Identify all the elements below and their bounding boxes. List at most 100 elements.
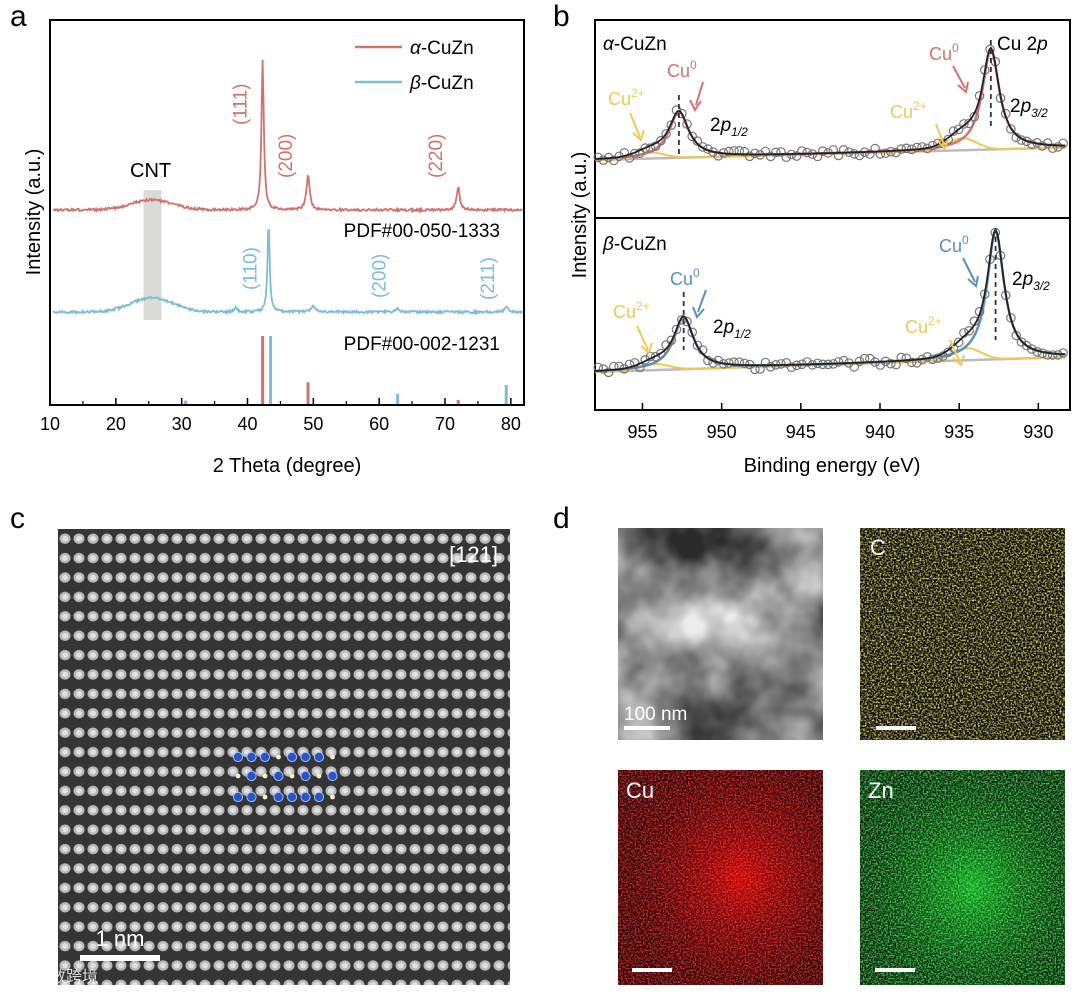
- beta-xrd-curve: [52, 228, 524, 316]
- cu-atom: [300, 770, 311, 782]
- alpha-p32-label: 2p3/2: [1010, 96, 1048, 120]
- beta-data-point: [614, 361, 624, 372]
- atom-model-overlay: [232, 751, 338, 803]
- watermark-logo-icon: [14, 968, 30, 984]
- panel-c: c [121] 1 nm: [10, 502, 510, 985]
- beta-pdf-label: PDF#00-002-1231: [344, 334, 500, 355]
- alpha-cu0-arrow-left: [695, 81, 704, 106]
- xrd-tick-label-70: 70: [435, 414, 455, 434]
- alpha-data-point: [682, 119, 692, 129]
- watermark-text: 大数跨境: [34, 967, 98, 986]
- alpha-data-point: [817, 146, 828, 156]
- zn-atom: [316, 773, 322, 779]
- alpha-data-point: [797, 146, 807, 156]
- beta-p32-label: 2p3/2: [1012, 269, 1050, 293]
- zn-atom: [262, 794, 268, 800]
- alpha-data-point: [598, 155, 609, 165]
- alpha-data-point: [661, 129, 671, 139]
- alpha-data-point: [943, 134, 953, 145]
- alpha-data-point: [635, 148, 645, 158]
- cu2p-label: Cu 2p: [997, 34, 1048, 55]
- alpha-data-point: [1042, 138, 1053, 148]
- alpha-data-point: [791, 151, 802, 161]
- beta-data-point: [739, 358, 750, 369]
- alpha-data-point: [723, 146, 734, 157]
- alpha-data-point: [964, 118, 974, 129]
- zn-atom: [330, 754, 335, 760]
- xps-alpha-subplot: [593, 40, 1068, 166]
- alpha-data-point: [656, 135, 666, 146]
- beta-data-point: [1021, 340, 1032, 351]
- alpha-data-point: [687, 131, 697, 142]
- xrd-tick-label-50: 50: [303, 414, 323, 434]
- map-cu-scalebar: [632, 968, 672, 972]
- beta-data-point: [603, 367, 614, 378]
- alpha-data-point: [959, 119, 969, 129]
- alpha-data-point: [692, 136, 703, 146]
- xps-tick-label-930: 930: [1023, 422, 1053, 442]
- cu-atom: [327, 770, 338, 782]
- cu-atom: [232, 751, 244, 763]
- map-cu-label: Cu: [626, 778, 654, 803]
- alpha-peak-label-0: (111): [231, 83, 252, 125]
- alpha-data-point: [880, 148, 891, 158]
- beta-cu0-arrow-left: [697, 289, 707, 313]
- cnt-label: CNT: [130, 160, 171, 182]
- alpha-data-point: [802, 147, 812, 158]
- eds-map-c: C: [860, 528, 1065, 740]
- alpha-data-point: [870, 143, 880, 154]
- beta-data-point: [932, 353, 943, 363]
- hrtem-scalebar: [80, 955, 160, 961]
- beta-data-point: [1047, 350, 1058, 360]
- beta-data-point: [729, 357, 739, 367]
- beta-data-point: [885, 358, 896, 369]
- beta-data-point: [656, 348, 666, 359]
- xrd-peak-labels: (111) (200) (220) (110) (200) (211): [231, 83, 500, 300]
- map-c-scalebar: [876, 726, 916, 730]
- xrd-legend: α-CuZn β-CuZn: [355, 38, 474, 94]
- cu-atom: [313, 791, 325, 803]
- alpha-data-point: [1027, 139, 1037, 150]
- xrd-y-axis-label: Intensity (a.u.): [23, 149, 45, 276]
- alpha-p12-label: 2p1/2: [710, 115, 748, 139]
- alpha-data-point: [770, 147, 781, 158]
- beta-data-point: [896, 352, 906, 363]
- beta-p12-label: 2p1/2: [713, 317, 751, 341]
- cnt-band: [143, 190, 162, 320]
- cu-atom: [259, 751, 271, 763]
- zn-atom: [276, 754, 281, 760]
- panel-label-a: a: [10, 0, 27, 33]
- reference-sticks: [184, 336, 508, 404]
- alpha-envelope-fit: [594, 46, 1066, 160]
- beta-data-point: [838, 355, 849, 366]
- beta-data-point: [1042, 350, 1053, 360]
- zn-atom: [330, 794, 335, 800]
- beta-envelope-fit: [594, 227, 1066, 372]
- panel-label-b: b: [553, 0, 570, 33]
- beta-peak-label-1: (200): [370, 254, 391, 298]
- beta-data-point: [786, 362, 797, 372]
- beta-data-point: [833, 357, 844, 367]
- zone-axis-label: [121]: [449, 542, 498, 567]
- beta-cu0-label-left: Cu0: [670, 266, 700, 289]
- beta-data-point: [927, 354, 938, 365]
- alpha-cu2-label-right: Cu2+: [890, 99, 927, 122]
- alpha-data-point: [953, 124, 964, 135]
- beta-data-point: [692, 340, 703, 351]
- beta-cu2-arrow-right: [949, 339, 961, 363]
- alpha-data-point: [666, 120, 677, 130]
- beta-data-point: [854, 356, 865, 367]
- cu-atom: [246, 791, 257, 803]
- alpha-data-point: [650, 141, 661, 151]
- alpha-cu2-arrow-right: [935, 123, 945, 146]
- cu-atom: [286, 791, 298, 803]
- alpha-data-point: [619, 148, 630, 158]
- xps-alpha-title: α-CuZn: [603, 34, 667, 55]
- beta-data-point: [624, 359, 635, 370]
- alpha-pdf-label: PDF#00-050-1333: [344, 221, 500, 242]
- cu-atom: [273, 791, 284, 803]
- xrd-x-axis-label: 2 Theta (degree): [213, 455, 362, 477]
- alpha-data-point: [833, 150, 844, 161]
- alpha-data-point: [676, 108, 687, 119]
